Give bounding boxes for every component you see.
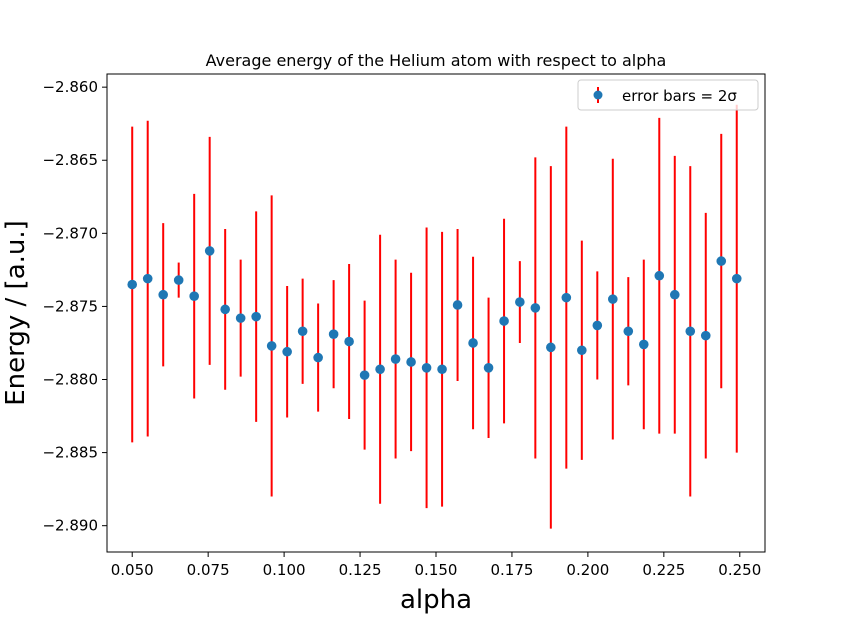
data-point-layer [127, 246, 742, 380]
data-point [654, 270, 665, 281]
data-point [561, 292, 572, 303]
data-point [359, 370, 370, 380]
data-point [266, 341, 277, 351]
data-point [700, 330, 711, 341]
legend-point-marker [593, 90, 603, 100]
data-point [158, 289, 169, 300]
data-point [406, 357, 416, 367]
data-point [282, 346, 292, 357]
x-tick-label: 0.175 [490, 561, 533, 579]
y-tick-label: −2.890 [42, 517, 98, 535]
y-tick-label: −2.875 [42, 297, 98, 315]
data-point [173, 275, 184, 285]
data-point [669, 289, 680, 300]
y-tick-label: −2.865 [42, 151, 98, 169]
x-tick-label: 0.100 [263, 561, 306, 579]
data-point [313, 352, 323, 363]
data-point [623, 326, 634, 337]
data-point [638, 339, 649, 350]
x-axis: 0.050 0.075 0.100 0.125 0.150 0.175 0.200 0.225… [111, 552, 761, 579]
data-point [716, 256, 727, 266]
data-point [499, 316, 509, 326]
data-point [390, 354, 401, 364]
data-point [328, 329, 339, 339]
data-point [251, 311, 261, 322]
data-point [235, 313, 246, 323]
x-tick-label: 0.200 [566, 561, 609, 579]
x-tick-label: 0.075 [187, 561, 230, 579]
data-point [189, 291, 199, 301]
data-point [344, 336, 354, 347]
data-point [608, 294, 618, 304]
y-axis: −2.890 −2.885 −2.880 −2.875 −2.870 −2.865 −2.8… [42, 78, 107, 535]
data-point [220, 304, 230, 315]
data-point [685, 326, 696, 337]
data-point [483, 363, 494, 373]
chart-title: Average energy of the Helium atom with r… [206, 51, 667, 70]
data-point [592, 320, 603, 331]
data-point [127, 279, 138, 290]
legend: error bars = 2σ [577, 79, 759, 111]
data-point [468, 338, 478, 348]
y-tick-label: −2.860 [42, 78, 98, 96]
x-tick-label: 0.225 [642, 561, 685, 579]
x-tick-label: 0.150 [415, 561, 458, 579]
x-tick-label: 0.050 [111, 561, 154, 579]
legend-box [577, 79, 759, 111]
x-tick-label: 0.250 [718, 561, 761, 579]
x-axis-label: alpha [400, 585, 472, 615]
y-tick-label: −2.870 [42, 224, 98, 242]
data-point [731, 273, 742, 284]
data-point [546, 342, 556, 353]
data-point [515, 297, 525, 307]
legend-label: error bars = 2σ [622, 87, 737, 105]
data-point [421, 363, 432, 373]
data-point [452, 300, 463, 310]
data-point [297, 326, 308, 337]
y-tick-label: −2.885 [42, 444, 98, 462]
data-point [204, 246, 215, 256]
data-point [142, 273, 153, 284]
data-point [577, 345, 587, 356]
data-point [375, 364, 385, 375]
y-axis-label: Energy / [a.u.] [1, 220, 31, 406]
x-tick-label: 0.125 [339, 561, 382, 579]
data-point [437, 364, 447, 375]
data-point [530, 303, 541, 313]
y-tick-label: −2.880 [42, 371, 98, 389]
